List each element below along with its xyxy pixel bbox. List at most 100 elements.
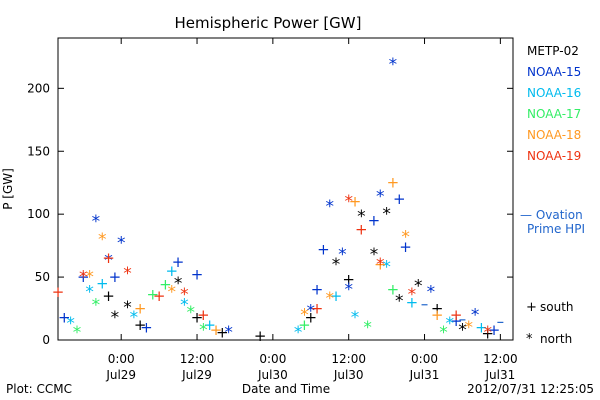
series-legend: METP-02 NOAA-15 NOAA-16 NOAA-17 NOAA-18 NOAA-… [527,44,581,163]
point-metp-02-8: + [304,308,317,326]
legend-noaa-19: NOAA-19 [527,149,581,163]
point-noaa-18-12: * [465,318,474,338]
point-noaa-19-1: * [79,268,88,288]
point-noaa-15-10: * [307,302,316,322]
point-noaa-16-2: + [96,274,109,292]
point-noaa-19-12: + [450,306,463,324]
legend-metp-02: METP-02 [527,44,579,58]
x-axis: 0:00 Jul29 12:00 Jul29 0:00 Jul30 12:00 Jul30 0:… [105,38,518,382]
point-noaa-19-8: * [344,192,353,212]
y-tick-label-2: 100 [27,207,50,221]
point-metp-02-18: + [481,325,494,343]
point-noaa-15-6: + [140,318,153,336]
point-noaa-17-6: + [298,316,311,334]
point-noaa-19-13: * [483,323,492,343]
legend-noaa-18: NOAA-18 [527,128,581,142]
point-metp-02-13: * [382,205,391,225]
point-noaa-15-8: + [191,266,204,284]
point-noaa-15-14: * [338,245,347,265]
point-metp-02-11: * [357,207,366,227]
point-noaa-16-4: + [165,262,178,280]
plot-timestamp: 2012/07/31 12:25:05 [467,382,594,396]
point-metp-02-4: * [174,274,183,294]
point-noaa-18-7: + [349,193,362,211]
y-tick-label-1: 50 [35,270,50,284]
point-noaa-17-7: * [363,318,372,338]
point-noaa-19-9: + [355,220,368,238]
legend-noaa-15: NOAA-15 [527,65,581,79]
point-metp-02-3: + [134,316,147,334]
point-noaa-18-11: + [431,306,444,324]
y-axis-label: P [GW] [1,168,15,210]
point-noaa-15-1: + [77,268,90,286]
point-metp-02-0: + [102,287,115,305]
point-noaa-16-0: * [66,314,75,334]
point-noaa-18-10: * [401,227,410,247]
point-noaa-17-9: * [439,323,448,343]
point-noaa-16-9: * [351,308,360,328]
point-noaa-18-8: + [374,256,387,274]
y-tick-label-4: 200 [27,81,50,95]
marker-legend-north-label: north [540,332,572,346]
point-noaa-15-12: + [317,240,330,258]
x-tick-time-3: 12:00 [331,352,366,366]
ovation-legend-line2: Prime HPI [527,222,585,236]
point-noaa-16-1: * [85,283,94,303]
point-noaa-16-6: + [203,316,216,334]
y-axis: 0 50 100 150 200 [27,81,513,347]
point-noaa-19-10: * [376,255,385,275]
point-noaa-15-17: * [376,187,385,207]
point-noaa-17-0: * [73,323,82,343]
point-metp-02-7: + [254,327,267,345]
chart-title: Hemispheric Power [GW] [175,14,362,32]
point-metp-02-17: * [458,320,467,340]
point-noaa-17-4: * [186,303,195,323]
x-tick-date-2: Jul30 [257,368,288,382]
legend-noaa-16: NOAA-16 [527,86,581,100]
point-noaa-15-16: + [368,211,381,229]
point-noaa-15-9: * [224,323,233,343]
point-noaa-18-0: * [85,268,94,288]
legend-noaa-17: NOAA-17 [527,107,581,121]
point-noaa-17-3: + [159,276,172,294]
point-noaa-16-13: + [475,318,488,336]
point-noaa-18-6: * [325,289,334,309]
point-noaa-15-21: * [427,283,436,303]
point-metp-02-12: * [370,245,379,265]
ovation-legend: — Ovation Prime HPI [520,208,585,236]
x-tick-date-1: Jul29 [181,368,212,382]
marker-legend-south-label: south [540,300,574,314]
point-noaa-16-3: * [130,308,139,328]
point-noaa-18-3: * [168,283,177,303]
point-noaa-19-11: * [408,285,417,305]
x-tick-date-4: Jul31 [409,368,440,382]
point-noaa-15-2: * [92,212,101,232]
x-tick-time-0: 0:00 [108,352,135,366]
point-noaa-16-5: * [180,295,189,315]
point-noaa-15-13: * [325,197,334,217]
point-noaa-19-7: + [311,300,324,318]
point-noaa-16-8: + [330,287,343,305]
point-noaa-15-5: * [117,234,126,254]
point-noaa-19-6: + [197,306,210,324]
ovation-legend-line1: — Ovation [520,208,583,222]
point-noaa-19-3: * [123,264,132,284]
x-tick-date-5: Jul31 [484,368,515,382]
point-noaa-15-18: * [389,55,398,75]
y-tick-label-3: 150 [27,144,50,158]
point-noaa-16-11: + [406,293,419,311]
point-noaa-15-3: * [104,251,113,271]
point-noaa-19-4: + [153,287,166,305]
y-tick-label-0: 0 [42,333,50,347]
x-tick-time-5: 12:00 [483,352,518,366]
marker-legend-north-symbol: * [526,332,533,347]
point-metp-02-5: + [191,308,204,326]
x-tick-time-4: 0:00 [411,352,438,366]
point-noaa-15-7: + [172,253,185,271]
point-noaa-17-2: + [147,286,160,304]
point-noaa-16-12: * [446,314,455,334]
point-noaa-16-7: * [294,323,303,343]
point-noaa-18-2: + [134,300,147,318]
data-points: +**+*++ ++*+*****+* +++**+*+++**++***+**++… [52,55,501,345]
point-noaa-19-5: * [180,285,189,305]
